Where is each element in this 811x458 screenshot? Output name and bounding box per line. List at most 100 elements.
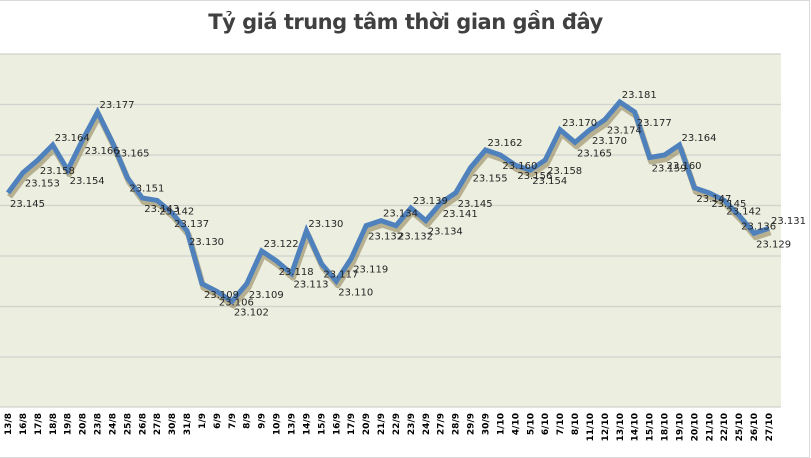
x-tick-label: 7/10 <box>556 413 566 435</box>
data-label: 23.158 <box>40 166 75 177</box>
data-label: 23.139 <box>413 196 448 207</box>
data-label: 23.181 <box>622 90 657 101</box>
x-tick-label: 25/8 <box>123 413 133 435</box>
data-label: 23.164 <box>55 133 90 144</box>
x-tick-label: 27/8 <box>153 413 163 435</box>
x-tick-label: 17/9 <box>347 413 357 435</box>
data-label: 23.119 <box>353 265 388 276</box>
x-tick-label: 20/10 <box>690 413 700 441</box>
x-tick-label: 19/10 <box>675 413 685 441</box>
x-tick-label: 24/8 <box>108 413 118 435</box>
x-tick-label: 21/10 <box>705 413 715 441</box>
data-labels: 23.14523.15323.15823.16423.15423.16623.1… <box>10 90 806 318</box>
x-tick-label: 1/10 <box>496 413 506 435</box>
x-tick-label: 18/10 <box>661 413 671 441</box>
data-label: 23.129 <box>756 239 791 250</box>
x-tick-label: 22/10 <box>720 413 730 441</box>
data-label: 23.165 <box>577 148 612 159</box>
data-label: 23.130 <box>308 219 343 230</box>
data-label: 23.170 <box>592 136 627 147</box>
data-label: 23.177 <box>100 100 135 111</box>
data-label: 23.134 <box>428 227 463 238</box>
x-tick-label: 6/9 <box>213 413 223 429</box>
data-label: 23.145 <box>458 199 493 210</box>
data-label: 23.153 <box>25 179 60 190</box>
data-label: 23.122 <box>264 239 299 250</box>
data-label: 23.118 <box>279 267 314 278</box>
x-tick-label: 20/9 <box>362 413 372 435</box>
x-tick-label: 13/9 <box>288 413 298 435</box>
x-tick-label: 13/10 <box>616 413 626 441</box>
x-tick-label: 17/8 <box>34 413 44 435</box>
data-label: 23.166 <box>85 146 120 157</box>
x-tick-label: 23/8 <box>94 413 104 435</box>
data-label: 23.145 <box>711 199 746 210</box>
data-label: 23.151 <box>129 184 164 195</box>
data-label: 23.132 <box>368 232 403 243</box>
data-label: 23.147 <box>696 194 731 205</box>
data-label: 23.145 <box>10 199 45 210</box>
data-label: 23.162 <box>487 138 522 149</box>
x-tick-label: 1/9 <box>198 413 208 429</box>
data-label: 23.142 <box>726 206 761 217</box>
x-tick-label: 30/9 <box>481 413 491 435</box>
x-tick-label: 9/9 <box>258 413 268 429</box>
x-tick-label: 11/10 <box>586 413 596 441</box>
data-label: 23.154 <box>532 176 567 187</box>
data-label: 23.143 <box>144 204 179 215</box>
x-tick-label: 20/8 <box>79 413 89 435</box>
x-tick-label: 14/10 <box>631 413 641 441</box>
data-label: 23.160 <box>667 161 702 172</box>
data-label: 23.130 <box>189 237 224 248</box>
x-tick-label: 6/10 <box>541 413 551 435</box>
x-tick-label: 29/9 <box>467 413 477 435</box>
data-label: 23.102 <box>234 307 269 318</box>
x-tick-label: 23/9 <box>407 413 417 435</box>
data-label: 23.137 <box>174 219 209 230</box>
data-label: 23.174 <box>607 126 642 137</box>
data-label: 23.156 <box>517 171 552 182</box>
x-tick-label: 10/9 <box>273 413 283 435</box>
series-line <box>5 98 770 305</box>
data-label: 23.159 <box>652 164 687 175</box>
data-label: 23.136 <box>741 222 776 233</box>
x-tick-label: 13/8 <box>4 413 14 435</box>
x-tick-label: 27/9 <box>437 413 447 435</box>
x-tick-label: 16/9 <box>332 413 342 435</box>
data-label: 23.164 <box>681 133 716 144</box>
x-tick-label: 21/9 <box>377 413 387 435</box>
data-label: 23.142 <box>159 206 194 217</box>
data-series-line <box>5 98 770 305</box>
data-label: 23.117 <box>323 270 358 281</box>
x-tick-label: 24/9 <box>422 413 432 435</box>
data-label: 23.170 <box>562 118 597 129</box>
x-tick-label: 27/10 <box>765 413 775 441</box>
x-tick-label: 18/8 <box>49 413 59 435</box>
x-tick-label: 16/8 <box>19 413 29 435</box>
x-tick-label: 26/8 <box>138 413 148 435</box>
x-tick-label: 7/9 <box>228 413 238 429</box>
chart-title: Tỷ giá trung tâm thời gian gần đây <box>208 10 603 34</box>
data-label: 23.132 <box>398 232 433 243</box>
x-tick-label: 31/8 <box>183 413 193 435</box>
data-label: 23.110 <box>338 287 373 298</box>
x-tick-label: 8/10 <box>571 413 581 435</box>
x-tick-label: 26/10 <box>750 413 760 441</box>
data-label: 23.165 <box>114 148 149 159</box>
data-label: 23.158 <box>547 166 582 177</box>
data-label: 23.154 <box>70 176 105 187</box>
gridlines <box>0 53 781 408</box>
x-tick-label: 8/9 <box>243 413 253 429</box>
data-label: 23.113 <box>294 280 329 291</box>
x-tick-label: 25/10 <box>735 413 745 441</box>
x-tick-label: 30/8 <box>168 413 178 435</box>
x-tick-label: 15/9 <box>317 413 327 435</box>
data-label: 23.160 <box>502 161 537 172</box>
data-label: 23.177 <box>637 118 672 129</box>
data-label: 23.106 <box>219 297 254 308</box>
x-tick-label: 5/10 <box>526 413 536 435</box>
x-tick-label: 14/9 <box>302 413 312 435</box>
data-label: 23.131 <box>771 216 806 227</box>
data-label: 23.109 <box>249 290 284 301</box>
